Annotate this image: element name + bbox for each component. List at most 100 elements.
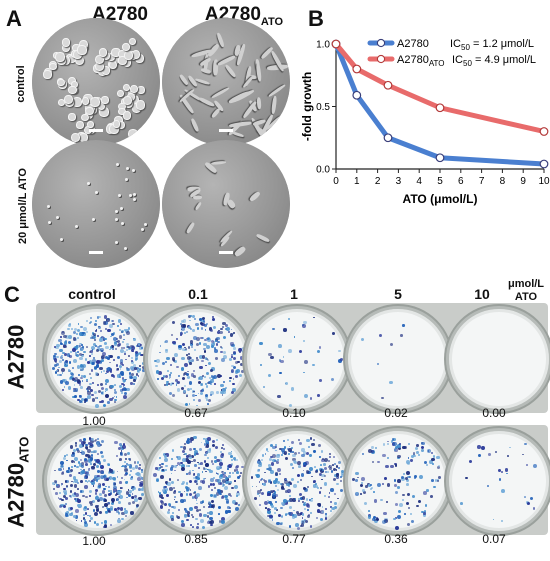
- colony-dot: [121, 487, 124, 489]
- colony-dot: [169, 383, 173, 386]
- colony-dot: [188, 469, 192, 473]
- scale-bar: [219, 129, 233, 132]
- colony-dot: [206, 359, 209, 361]
- colony-dot: [105, 345, 110, 350]
- colony-dot: [75, 519, 78, 522]
- colony-dot: [95, 329, 98, 331]
- colony-dot: [100, 399, 105, 404]
- colony-dot: [295, 523, 299, 527]
- colony-dot: [384, 519, 389, 524]
- colony-dot: [117, 495, 120, 498]
- colony-dot: [165, 374, 169, 378]
- colony-dot: [103, 339, 106, 342]
- colony-dot: [125, 368, 129, 372]
- cell-dot: [124, 246, 128, 250]
- colony-dot: [134, 498, 138, 502]
- colony-dot: [217, 490, 222, 494]
- colony-dot: [299, 512, 303, 515]
- colony-dot: [83, 505, 88, 510]
- colony-dot: [289, 494, 292, 498]
- conc-label-1: 0.1: [188, 286, 208, 302]
- colony-dot: [121, 388, 124, 391]
- colony-dot: [93, 342, 97, 346]
- colony-dot: [404, 476, 409, 480]
- colony-dot: [260, 479, 263, 482]
- colony-dot: [175, 515, 179, 518]
- colony-dot: [126, 330, 131, 335]
- colony-dot: [59, 356, 63, 360]
- colony-dot: [86, 449, 91, 454]
- colony-dot: [305, 470, 310, 474]
- colony-dot: [63, 344, 67, 348]
- colony-dot: [171, 511, 174, 514]
- colony-dot: [223, 380, 226, 383]
- colony-dot: [211, 342, 215, 347]
- colony-dot: [183, 498, 186, 502]
- colony-dot: [135, 344, 139, 348]
- colony-dot: [168, 374, 171, 377]
- colony-dot: [387, 440, 389, 443]
- cell-blob: [57, 78, 65, 87]
- colony-dot: [230, 368, 235, 373]
- colony-dot: [241, 465, 244, 469]
- colony-dot: [105, 382, 107, 385]
- colony-dot: [262, 385, 265, 388]
- well-row1-col3: [244, 306, 350, 412]
- colony-dot: [260, 488, 262, 491]
- colony-dot: [383, 477, 387, 481]
- colony-dot: [317, 503, 322, 507]
- colony-dot: [74, 479, 78, 483]
- colony-dot: [172, 382, 174, 385]
- colony-dot: [200, 388, 205, 392]
- colony-dot: [327, 465, 330, 468]
- colony-dot: [204, 338, 207, 341]
- colony-dot: [84, 512, 88, 515]
- colony-dot: [176, 380, 181, 385]
- colony-dot: [80, 353, 85, 358]
- colony-dot: [394, 449, 397, 451]
- colony-dot: [210, 391, 215, 395]
- colony-dot: [129, 346, 133, 350]
- colony-dot: [224, 510, 229, 514]
- colony-dot: [225, 323, 228, 327]
- colony-dot: [122, 338, 125, 341]
- colony-dot: [193, 336, 198, 341]
- colony-dot: [80, 342, 83, 345]
- colony-dot: [236, 490, 240, 494]
- colony-dot: [325, 515, 328, 518]
- colony-dot: [109, 490, 112, 493]
- colony-dot: [103, 505, 105, 508]
- colony-dot: [125, 378, 127, 381]
- colony-dot: [305, 460, 310, 465]
- colony-dot: [432, 455, 436, 458]
- colony-dot: [434, 479, 438, 482]
- colony-dot: [304, 501, 306, 504]
- colony-dot: [179, 331, 184, 336]
- colony-dot: [123, 383, 126, 386]
- colony-dot: [318, 455, 322, 459]
- colony-dot: [168, 375, 171, 379]
- colony-dot: [232, 499, 237, 504]
- colony-dot: [274, 472, 279, 476]
- colony-dot: [195, 525, 200, 530]
- colony-dot: [183, 490, 186, 493]
- colony-dot: [207, 403, 210, 406]
- colony-dot: [279, 482, 282, 485]
- colony-dot: [175, 384, 178, 386]
- colony-dot: [261, 477, 264, 480]
- colony-dot: [90, 321, 92, 323]
- colony-dot: [127, 368, 130, 371]
- colony-dot: [209, 483, 213, 486]
- colony-dot: [105, 369, 109, 373]
- colony-dot: [56, 484, 59, 487]
- colony-dot: [181, 523, 185, 527]
- colony-dot: [221, 444, 224, 446]
- colony-dot: [85, 379, 88, 382]
- colony-dot: [220, 390, 224, 394]
- colony-dot: [116, 339, 121, 344]
- colony-dot: [92, 444, 95, 447]
- colony-dot: [222, 321, 226, 326]
- colony-dot: [102, 352, 107, 357]
- colony-dot: [331, 506, 335, 511]
- colony-dot: [221, 393, 224, 396]
